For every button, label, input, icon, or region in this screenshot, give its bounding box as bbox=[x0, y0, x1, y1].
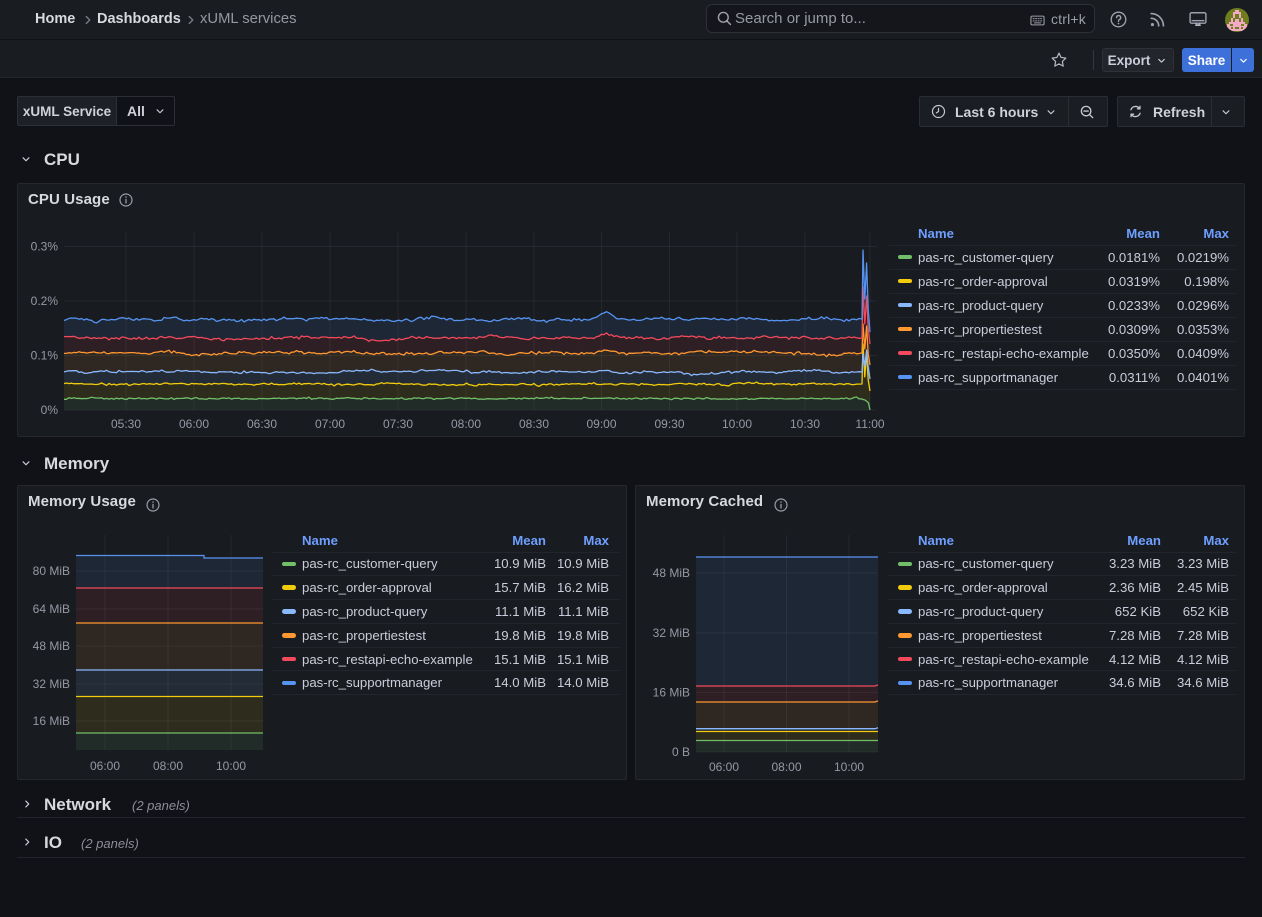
svg-text:10:00: 10:00 bbox=[834, 760, 864, 774]
svg-text:08:00: 08:00 bbox=[451, 417, 481, 431]
svg-text:06:00: 06:00 bbox=[179, 417, 209, 431]
svg-text:08:00: 08:00 bbox=[153, 759, 183, 773]
svg-text:48 MiB: 48 MiB bbox=[653, 566, 690, 580]
svg-text:32 MiB: 32 MiB bbox=[33, 677, 70, 691]
svg-text:64 MiB: 64 MiB bbox=[33, 602, 70, 616]
svg-text:48 MiB: 48 MiB bbox=[33, 639, 70, 653]
svg-text:06:30: 06:30 bbox=[247, 417, 277, 431]
svg-text:10:30: 10:30 bbox=[790, 417, 820, 431]
svg-text:09:30: 09:30 bbox=[654, 417, 684, 431]
svg-text:10:00: 10:00 bbox=[722, 417, 752, 431]
svg-text:16 MiB: 16 MiB bbox=[33, 714, 70, 728]
svg-text:10:00: 10:00 bbox=[216, 759, 246, 773]
svg-text:0%: 0% bbox=[41, 403, 59, 417]
svg-text:05:30: 05:30 bbox=[111, 417, 141, 431]
svg-text:06:00: 06:00 bbox=[90, 759, 120, 773]
svg-text:08:00: 08:00 bbox=[771, 760, 801, 774]
svg-text:07:00: 07:00 bbox=[315, 417, 345, 431]
svg-text:0.3%: 0.3% bbox=[31, 240, 59, 254]
svg-text:32 MiB: 32 MiB bbox=[653, 626, 690, 640]
svg-text:0 B: 0 B bbox=[672, 745, 690, 759]
svg-text:80 MiB: 80 MiB bbox=[33, 564, 70, 578]
svg-text:07:30: 07:30 bbox=[383, 417, 413, 431]
svg-text:11:00: 11:00 bbox=[855, 417, 884, 431]
svg-text:09:00: 09:00 bbox=[586, 417, 616, 431]
svg-text:16 MiB: 16 MiB bbox=[653, 686, 690, 700]
svg-text:0.1%: 0.1% bbox=[31, 349, 59, 363]
svg-text:06:00: 06:00 bbox=[709, 760, 739, 774]
svg-text:0.2%: 0.2% bbox=[31, 294, 59, 308]
svg-text:08:30: 08:30 bbox=[519, 417, 549, 431]
